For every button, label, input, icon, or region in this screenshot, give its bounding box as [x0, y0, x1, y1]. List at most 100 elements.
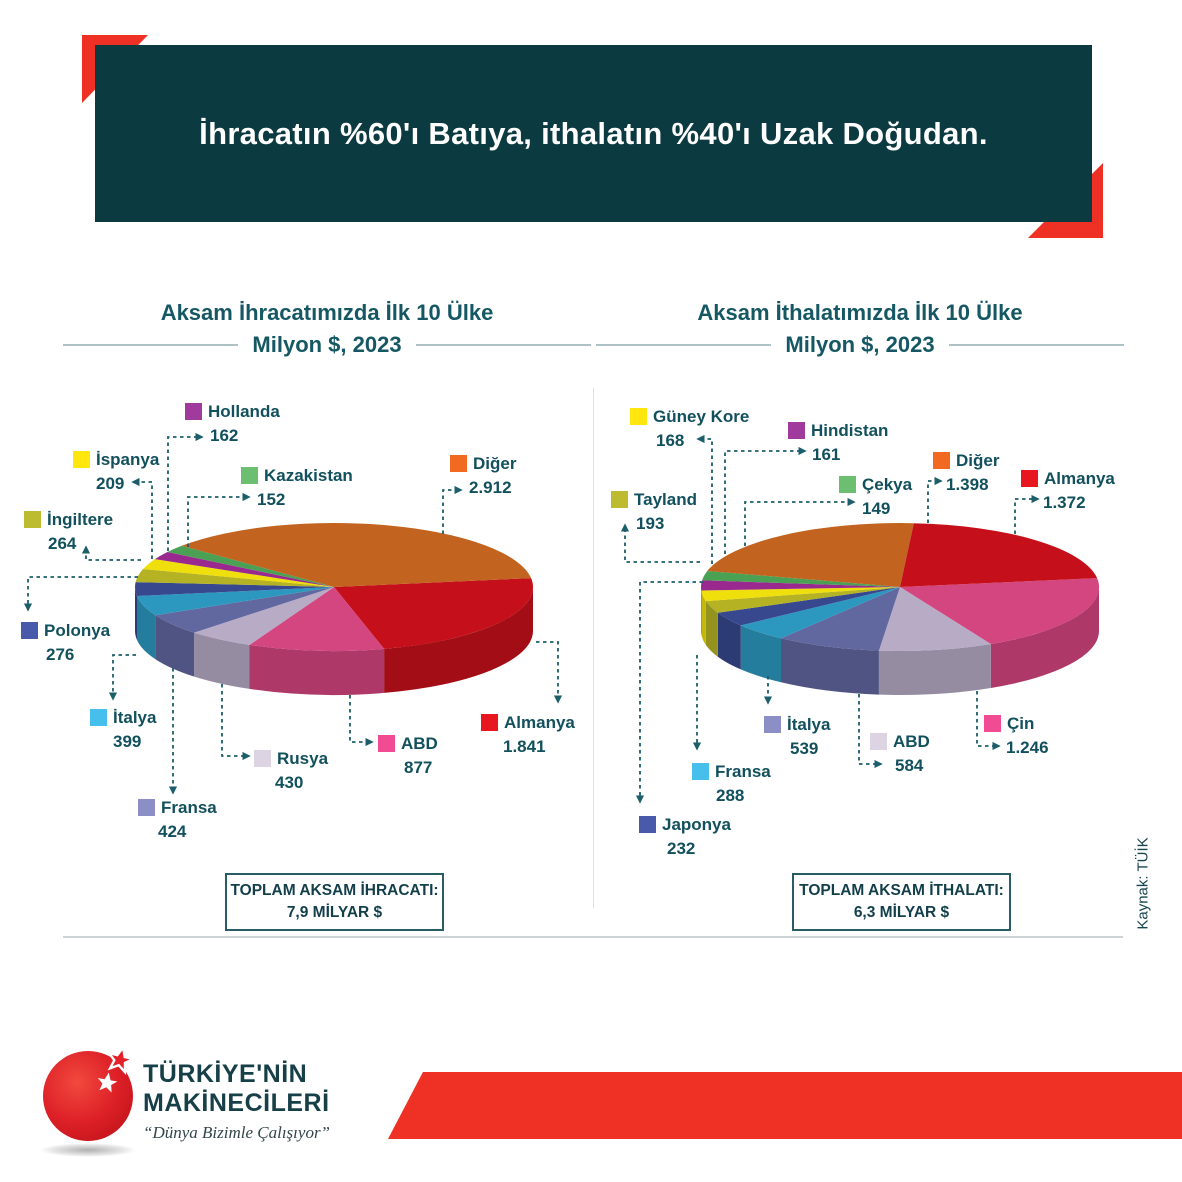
- legend-value: 424: [158, 822, 187, 842]
- leader-import-tayland: [620, 523, 700, 563]
- charts-bottom-divider: [63, 936, 1123, 938]
- leader-export-polonya: [23, 576, 138, 612]
- legend-name: Hollanda: [208, 402, 280, 421]
- legend-name: Kazakistan: [264, 466, 353, 485]
- legend-item-export-ingiltere: İngiltere 264: [24, 509, 113, 555]
- legend-value: 1.372: [1043, 493, 1086, 513]
- legend-name: Hindistan: [811, 421, 889, 440]
- legend-swatch: [639, 816, 656, 834]
- export-chart-title-line2: Milyon $, 2023: [252, 332, 402, 357]
- legend-name: Güney Kore: [653, 407, 750, 426]
- charts-vertical-divider: [593, 388, 594, 908]
- export-total-label: TOPLAM AKSAM İHRACATI:: [230, 881, 439, 899]
- brand-block: TÜRKİYE'NİN MAKİNECİLERİ “Dünya Bizimle …: [143, 1060, 330, 1143]
- import-chart-title-line2: Milyon $, 2023: [785, 332, 935, 357]
- legend-value: 1.398: [946, 475, 989, 495]
- legend-swatch: [185, 403, 202, 421]
- legend-name: Tayland: [634, 490, 697, 509]
- export-total-box: TOPLAM AKSAM İHRACATI: 7,9 MİLYAR $: [225, 873, 444, 931]
- legend-swatch: [24, 511, 41, 529]
- legend-swatch: [90, 709, 107, 727]
- legend-name: Fransa: [715, 762, 771, 781]
- legend-value: 276: [46, 645, 75, 665]
- legend-item-import-almanya: Almanya 1.372: [1021, 468, 1115, 514]
- footer-banner: [388, 1072, 1182, 1139]
- legend-item-import-fransa: Fransa 288: [692, 761, 771, 807]
- pie-chart-import: [701, 523, 1100, 695]
- legend-item-import-cin: Çin 1.246: [984, 713, 1049, 759]
- legend-value: 161: [812, 445, 841, 465]
- leader-export-italya: [108, 654, 136, 701]
- legend-item-import-hindistan: Hindistan 161: [788, 420, 888, 466]
- import-chart-title: Aksam İthalatımızda İlk 10 Ülke Milyon $…: [596, 300, 1124, 358]
- leader-import-abd: [858, 694, 883, 769]
- legend-name: İspanya: [96, 450, 160, 469]
- legend-value: 149: [862, 499, 891, 519]
- legend-swatch: [241, 467, 258, 485]
- legend-item-import-cekya: Çekya 149: [839, 474, 912, 520]
- legend-item-import-italya: İtalya 539: [764, 714, 830, 760]
- export-total-value: 7,9 MİLYAR $: [286, 904, 383, 921]
- leader-export-rusya: [221, 684, 251, 761]
- leader-import-guneykore: [696, 434, 713, 564]
- legend-swatch: [870, 733, 887, 751]
- title-rule-left: [63, 344, 239, 346]
- legend-value: 193: [636, 514, 665, 534]
- legend-name: Almanya: [1044, 469, 1115, 488]
- legend-name: Fransa: [161, 798, 217, 817]
- legend-item-import-tayland: Tayland 193: [611, 489, 697, 535]
- legend-name: Rusya: [277, 749, 329, 768]
- legend-value: 1.246: [1006, 738, 1049, 758]
- legend-name: Çin: [1007, 714, 1035, 733]
- logo-globe: [43, 1051, 133, 1141]
- import-chart-title-line1: Aksam İthalatımızda İlk 10 Ülke: [697, 300, 1023, 325]
- legend-value: 232: [667, 839, 696, 859]
- leader-export-diger: [442, 485, 463, 534]
- logo-outer-star-icon: [106, 1044, 137, 1076]
- legend-swatch: [788, 422, 805, 440]
- leader-import-cekya: [744, 497, 856, 546]
- legend-value: 209: [96, 474, 125, 494]
- legend-swatch: [764, 716, 781, 734]
- legend-name: Japonya: [662, 815, 731, 834]
- legend-value: 2.912: [469, 478, 512, 498]
- leader-import-almanya: [1014, 494, 1040, 534]
- legend-swatch: [611, 491, 628, 509]
- leader-export-abd: [349, 695, 374, 747]
- logo-star-icon: [97, 1072, 118, 1093]
- export-chart-title: Aksam İhracatımızda İlk 10 Ülke Milyon $…: [63, 300, 591, 358]
- legend-item-export-ispanya: İspanya 209: [73, 449, 159, 495]
- legend-swatch: [138, 799, 155, 817]
- leader-import-hindistan: [724, 446, 807, 554]
- legend-swatch: [481, 714, 498, 732]
- legend-swatch: [450, 455, 467, 473]
- legend-swatch: [692, 763, 709, 781]
- legend-value: 288: [716, 786, 745, 806]
- legend-swatch: [378, 735, 395, 753]
- legend-item-export-rusya: Rusya 430: [254, 748, 328, 794]
- legend-value: 168: [656, 431, 685, 451]
- legend-swatch: [984, 715, 1001, 733]
- legend-name: İtalya: [113, 708, 157, 727]
- legend-swatch: [254, 750, 271, 768]
- legend-value: 430: [275, 773, 304, 793]
- logo-shadow: [40, 1143, 136, 1157]
- leader-export-almanya: [536, 641, 563, 704]
- brand-logo: [40, 1044, 137, 1157]
- header-banner: İhracatın %60'ı Batıya, ithalatın %40'ı …: [95, 45, 1092, 222]
- legend-item-export-polonya: Polonya 276: [21, 620, 110, 666]
- legend-name: ABD: [401, 734, 438, 753]
- legend-name: Çekya: [862, 475, 913, 494]
- leader-export-hollanda: [167, 432, 204, 551]
- legend-value: 1.841: [503, 737, 546, 757]
- legend-item-export-italya: İtalya 399: [90, 707, 156, 753]
- legend-value: 162: [210, 426, 239, 446]
- legend-swatch: [933, 452, 950, 470]
- legend-value: 539: [790, 739, 819, 759]
- import-total-label: TOPLAM AKSAM İTHALATI:: [799, 881, 1004, 899]
- leader-import-diger: [927, 476, 943, 523]
- legend-item-export-almanya: Almanya 1.841: [481, 712, 575, 758]
- leader-export-kazakistan: [187, 492, 251, 547]
- title-rule-right: [415, 344, 591, 346]
